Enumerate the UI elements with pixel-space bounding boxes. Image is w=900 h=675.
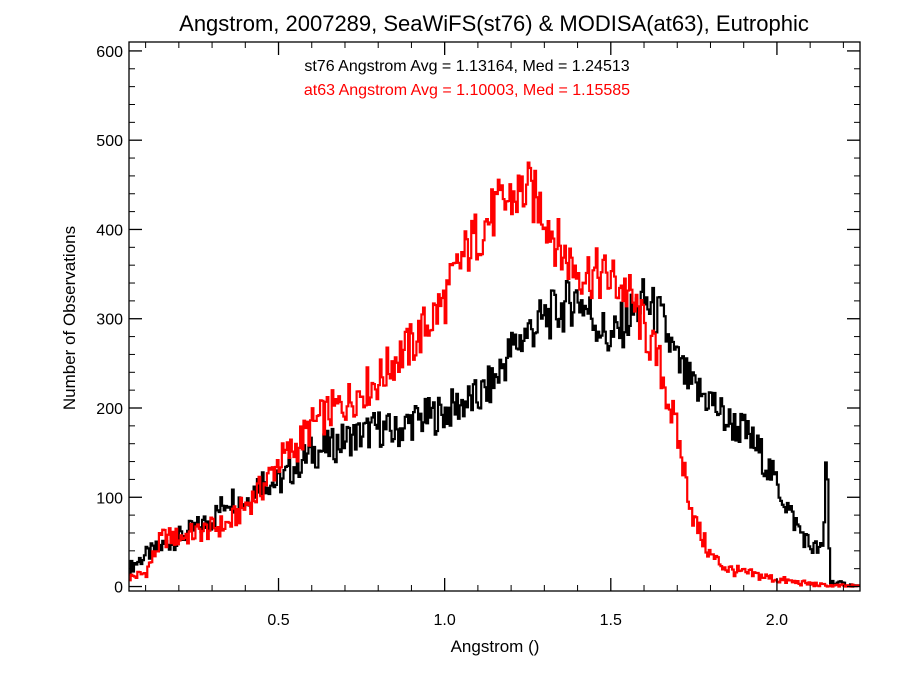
- x-axis-label: Angstrom (): [451, 637, 540, 656]
- x-tick-label: 0.5: [267, 612, 289, 629]
- axes: 0.5 1.0 1.5 2.0 0 100 200 300 400 500 600: [96, 41, 861, 629]
- plot-frame: [128, 41, 861, 592]
- x-tick-label: 1.0: [434, 612, 456, 629]
- y-tick-label: 0: [114, 580, 123, 597]
- histogram-series-1: [129, 161, 860, 588]
- y-tick-label: 400: [96, 222, 123, 239]
- y-tick-label: 100: [96, 490, 123, 507]
- y-tick-label: 300: [96, 312, 123, 329]
- x-tick-label: 1.5: [600, 612, 622, 629]
- y-tick-label: 200: [96, 401, 123, 418]
- at63-stats-annotation: at63 Angstrom Avg = 1.10003, Med = 1.155…: [304, 82, 630, 99]
- x-tick-label: 2.0: [766, 612, 788, 629]
- plot-area: [129, 161, 860, 588]
- y-tick-label: 600: [96, 44, 123, 61]
- chart-title: Angstrom, 2007289, SeaWiFS(st76) & MODIS…: [179, 11, 809, 36]
- st76-stats-annotation: st76 Angstrom Avg = 1.13164, Med = 1.245…: [304, 58, 629, 75]
- y-tick-label: 500: [96, 133, 123, 150]
- y-axis-label: Number of Observations: [60, 226, 79, 410]
